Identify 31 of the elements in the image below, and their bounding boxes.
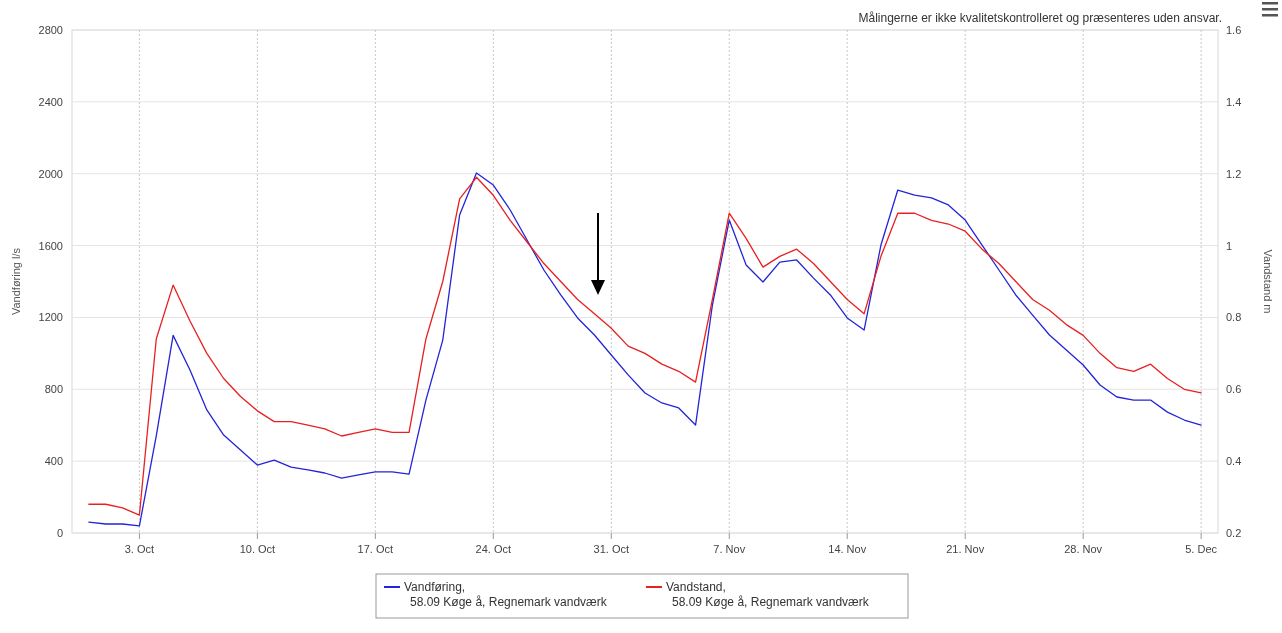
x-tick-label: 28. Nov	[1064, 543, 1103, 555]
y-tick-label: 1600	[38, 239, 63, 252]
x-tick-label: 24. Oct	[475, 543, 512, 555]
y-tick-label: 2000	[38, 167, 63, 180]
y2-tick-label: 1.2	[1226, 167, 1242, 180]
y-tick-label: 2400	[38, 95, 63, 108]
legend-label: Vandføring, 58.09 Køge å, Regnemark vandværk	[404, 580, 608, 609]
x-tick-label: 3. Oct	[124, 543, 155, 555]
y2-tick-label: 0.2	[1226, 527, 1242, 539]
x-tick-label: 5. Dec	[1185, 543, 1218, 555]
y2-tick-label: 0.4	[1226, 455, 1242, 468]
x-tick-label: 10. Oct	[239, 543, 276, 555]
y2-tick-label: 1.4	[1226, 95, 1242, 108]
y-tick-label: 1200	[38, 311, 63, 324]
y2-tick-label: 0.6	[1226, 383, 1242, 396]
x-tick-label: 17. Oct	[357, 543, 394, 555]
y2-tick-label: 0.8	[1226, 311, 1242, 324]
y-tick-label: 0	[56, 527, 63, 539]
legend-label: Vandstand, 58.09 Køge å, Regnemark vandværk	[666, 580, 870, 609]
y-tick-label: 400	[44, 455, 63, 468]
x-tick-label: 14. Nov	[828, 543, 867, 555]
x-tick-label: 21. Nov	[946, 543, 985, 555]
text: Målingerne er ikke kvalitetskontrolleret og præsenteres uden ansvar.	[858, 11, 1222, 25]
y2-tick-label: 1.6	[1226, 24, 1242, 36]
y-tick-label: 800	[44, 383, 63, 396]
y-tick-label: 2800	[38, 24, 63, 36]
y-axis-title: Vandføring l/s	[10, 247, 22, 316]
y2-tick-label: 1	[1226, 239, 1233, 252]
x-tick-label: 31. Oct	[593, 543, 630, 555]
x-tick-label: 7. Nov	[713, 543, 746, 555]
y2-axis-title: Vandstand m	[1262, 249, 1274, 314]
